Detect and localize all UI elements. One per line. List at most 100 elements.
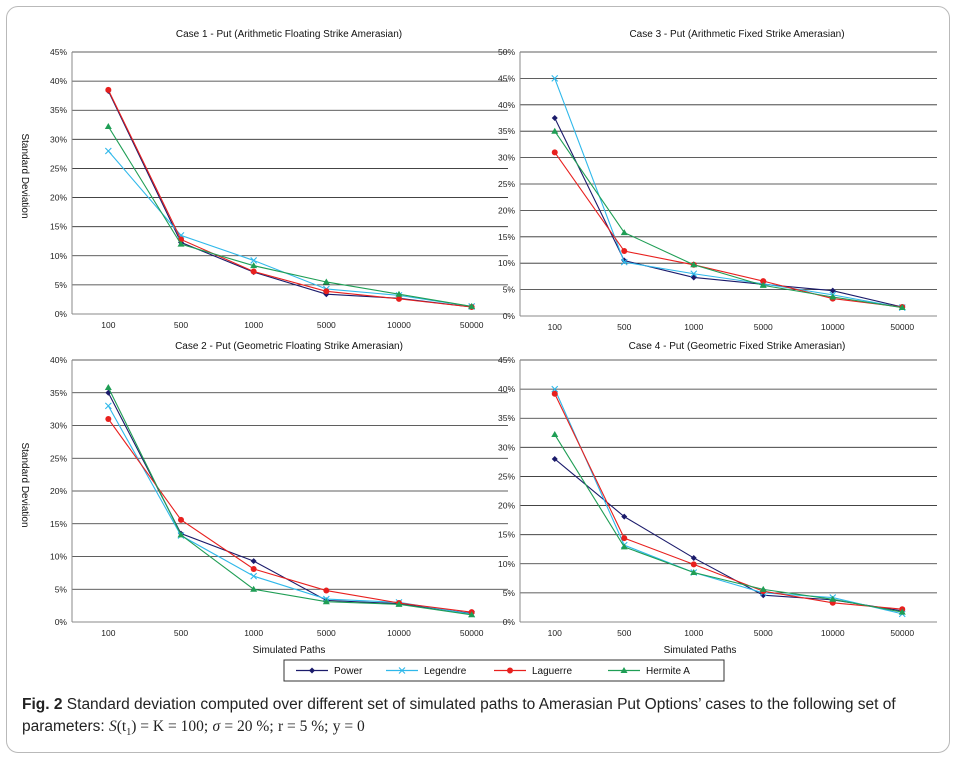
series-line: [107, 418, 472, 613]
data-point: [395, 290, 403, 297]
data-point: [250, 262, 258, 269]
chart-title: Case 2 - Put (Geometric Floating Strike …: [175, 341, 403, 352]
y-tick-label: 20%: [498, 205, 515, 215]
data-point: [551, 385, 559, 393]
series-line: [554, 152, 903, 308]
figure-caption: Fig. 2 Standard deviation computed over …: [22, 694, 938, 744]
y-tick-label: 35%: [50, 105, 67, 115]
x-tick-label: 50000: [890, 322, 914, 332]
series-hermite-a: [551, 431, 906, 615]
y-tick-label: 45%: [498, 355, 515, 365]
chart-case-3: Case 3 - Put (Arithmetic Fixed Strike Am…: [498, 29, 937, 332]
x-tick-label: 500: [617, 322, 631, 332]
y-tick-label: 20%: [50, 193, 67, 203]
x-tick-label: 1000: [684, 628, 703, 638]
y-tick-label: 30%: [498, 153, 515, 163]
data-point: [898, 304, 906, 311]
series-line: [554, 130, 903, 309]
y-tick-label: 40%: [50, 355, 67, 365]
x-tick-label: 100: [548, 628, 562, 638]
data-point: [322, 598, 330, 605]
x-axis-label: Simulated Paths: [664, 645, 737, 656]
data-point: [177, 240, 185, 247]
x-tick-label: 50000: [460, 628, 484, 638]
x-tick-label: 1000: [244, 320, 263, 330]
series-hermite-a: [551, 127, 906, 311]
chart-case-2: Case 2 - Put (Geometric Floating Strike …: [19, 341, 508, 656]
y-tick-label: 50%: [498, 47, 515, 57]
x-tick-label: 100: [101, 628, 115, 638]
y-tick-label: 10%: [498, 258, 515, 268]
x-tick-label: 10000: [821, 628, 845, 638]
y-tick-label: 40%: [50, 76, 67, 86]
data-point: [690, 561, 697, 568]
data-point: [250, 257, 258, 264]
y-tick-label: 10%: [50, 552, 67, 562]
data-point: [395, 600, 403, 607]
series-power: [105, 88, 475, 311]
data-point: [468, 611, 476, 618]
x-tick-label: 100: [101, 320, 115, 330]
y-tick-label: 5%: [55, 584, 68, 594]
series-line: [107, 89, 472, 308]
data-point: [104, 402, 112, 410]
data-point: [551, 455, 558, 462]
caption-param-sigma-value: = 20 %;: [224, 718, 274, 735]
legend-item-legendre: Legendre: [386, 666, 467, 677]
data-point: [551, 127, 559, 134]
chart-title: Case 4 - Put (Geometric Fixed Strike Ame…: [629, 341, 846, 352]
caption-label: Fig. 2: [22, 696, 63, 713]
series-hermite-a: [104, 384, 476, 618]
legend-marker: [398, 667, 406, 674]
data-point: [323, 288, 330, 295]
data-point: [690, 261, 698, 268]
series-laguerre: [105, 86, 475, 311]
x-tick-label: 10000: [387, 320, 411, 330]
data-point: [551, 390, 558, 397]
series-line: [107, 387, 472, 616]
data-point: [898, 608, 906, 615]
series-line: [107, 126, 472, 307]
data-point: [104, 147, 112, 155]
data-point: [105, 86, 112, 93]
data-point: [250, 268, 257, 275]
series-legendre: [104, 402, 476, 618]
chart-case-1: Case 1 - Put (Arithmetic Floating Strike…: [19, 29, 508, 330]
x-tick-label: 5000: [317, 320, 336, 330]
series-laguerre: [105, 415, 475, 616]
chart-title: Case 1 - Put (Arithmetic Floating Strike…: [176, 29, 402, 40]
y-tick-label: 15%: [498, 232, 515, 242]
caption-param-t-sub: 1: [126, 727, 132, 739]
data-point: [620, 258, 628, 266]
x-tick-label: 50000: [460, 320, 484, 330]
x-tick-label: 1000: [244, 628, 263, 638]
y-tick-label: 35%: [50, 388, 67, 398]
x-tick-label: 10000: [387, 628, 411, 638]
y-tick-label: 15%: [498, 530, 515, 540]
series-line: [554, 393, 903, 610]
figure-canvas: Case 1 - Put (Arithmetic Floating Strike…: [19, 29, 937, 682]
caption-param-sigma: σ: [212, 718, 221, 735]
y-tick-label: 25%: [50, 163, 67, 173]
y-tick-label: 0%: [55, 309, 68, 319]
legend-label: Legendre: [424, 666, 467, 677]
data-point: [468, 302, 476, 309]
data-point: [250, 572, 258, 580]
data-point: [551, 149, 558, 156]
data-point: [690, 554, 697, 561]
data-point: [551, 115, 558, 121]
caption-param-t: (t: [116, 718, 127, 735]
series-line: [554, 388, 903, 615]
legend-item-laguerre: Laguerre: [494, 666, 572, 677]
legend-marker: [507, 667, 513, 674]
series-line: [554, 117, 903, 308]
data-point: [621, 535, 628, 542]
caption-param-s: S: [109, 718, 117, 735]
y-axis-label: Standard Deviation: [19, 442, 30, 527]
series-legendre: [551, 385, 906, 618]
x-axis-label: Simulated Paths: [253, 645, 326, 656]
data-point: [396, 295, 402, 302]
legend-marker: [620, 667, 628, 673]
y-tick-label: 5%: [55, 280, 68, 290]
series-line: [554, 78, 903, 309]
